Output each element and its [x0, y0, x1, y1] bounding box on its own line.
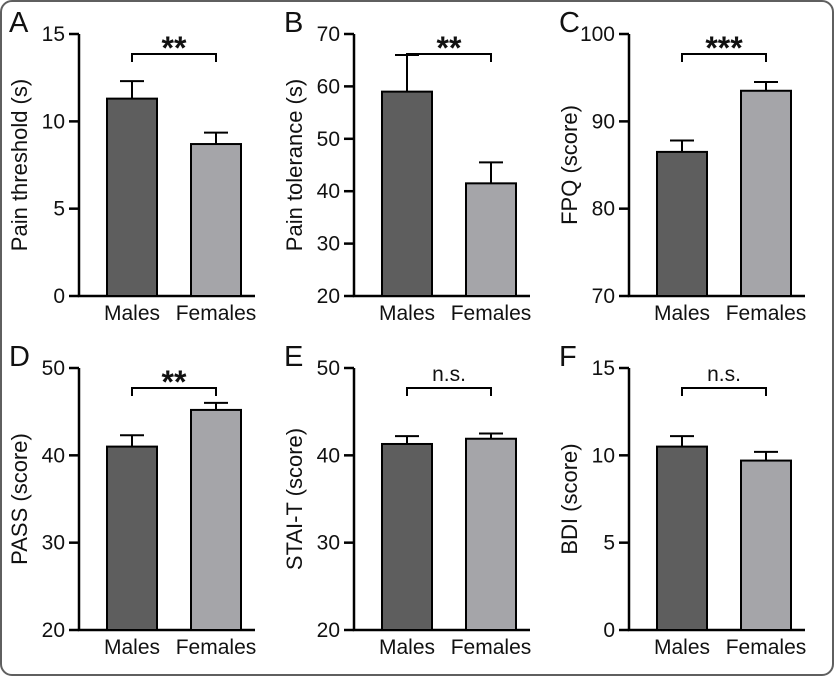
y-tick-label: 0 — [53, 285, 65, 308]
x-tick-label-females: Females — [451, 636, 532, 659]
y-tick-label: 40 — [317, 444, 340, 467]
y-axis-label: PASS (score) — [7, 433, 32, 565]
y-tick-label: 15 — [592, 357, 615, 380]
y-tick-label: 80 — [592, 198, 615, 221]
panel-c: C 70 80 90 100 Males Females FPQ (score) *** — [555, 4, 829, 338]
panel-e: E 20 30 40 50 Males Females STAI-T (score) n.s. — [280, 338, 554, 672]
y-tick-label: 20 — [317, 619, 340, 642]
y-axis-label: STAI-T (score) — [282, 428, 307, 570]
y-tick-label: 70 — [592, 285, 615, 308]
y-axis-label: FPQ (score) — [557, 105, 582, 225]
y-tick-label: 15 — [41, 23, 64, 46]
significance-label: ** — [161, 364, 186, 400]
panel-e-chart: E 20 30 40 50 Males Females STAI-T (score) n.s. — [282, 341, 532, 659]
x-tick-label-females: Females — [726, 302, 807, 325]
panel-letter: D — [9, 341, 30, 373]
significance-bracket — [405, 53, 492, 62]
significance-bracket — [130, 387, 217, 396]
x-tick-label-males: Males — [104, 636, 160, 659]
y-axis-label: BDI (score) — [557, 443, 582, 554]
panel-f: F 0 5 10 15 Males Females BDI (score) n.s. — [555, 338, 829, 672]
y-tick-label: 50 — [41, 357, 64, 380]
panel-a: A 0 5 10 15 Males Females Pain threshold (s) ** — [5, 4, 279, 338]
panel-letter: B — [284, 7, 303, 39]
significance-label: *** — [706, 30, 744, 66]
x-tick-label-females: Females — [175, 302, 256, 325]
y-tick-label: 5 — [53, 198, 65, 221]
bar-females — [464, 182, 517, 297]
y-axis-label: Pain tolerance (s) — [282, 79, 307, 251]
bar-females — [189, 143, 242, 297]
y-tick-label: 30 — [317, 233, 340, 256]
significance-label: n.s. — [432, 363, 466, 386]
y-tick-label: 50 — [317, 357, 340, 380]
significance-bracket — [405, 387, 492, 396]
bar-males — [656, 445, 709, 631]
y-tick-label: 5 — [604, 532, 616, 555]
bar-females — [740, 89, 793, 298]
y-tick-label: 60 — [317, 75, 340, 98]
panel-letter: F — [559, 341, 577, 373]
y-tick-label: 30 — [317, 532, 340, 555]
y-tick-label: 10 — [592, 444, 615, 467]
x-tick-label-females: Females — [175, 636, 256, 659]
x-tick-label-males: Males — [379, 636, 435, 659]
bar-males — [105, 97, 158, 297]
significance-bracket — [681, 387, 768, 396]
y-tick-label: 90 — [592, 110, 615, 133]
bar-males — [380, 90, 433, 297]
panel-letter: E — [284, 341, 303, 373]
y-axis-label: Pain threshold (s) — [7, 79, 32, 251]
panel-d: D 20 30 40 50 Males Females PASS (score) ** — [5, 338, 279, 672]
panel-b: B 20 30 40 50 60 70 Males Females Pain tolerance … — [280, 4, 554, 338]
x-tick-label-males: Males — [654, 636, 710, 659]
y-tick-label: 10 — [41, 110, 64, 133]
y-tick-label: 20 — [317, 285, 340, 308]
bar-females — [464, 437, 517, 631]
y-tick-label: 40 — [317, 180, 340, 203]
y-tick-label: 100 — [580, 23, 615, 46]
panel-letter: C — [559, 7, 580, 39]
y-tick-label: 40 — [41, 444, 64, 467]
panel-b-chart: B 20 30 40 50 60 70 Males Females Pain tolerance … — [282, 7, 532, 325]
bar-males — [105, 445, 158, 631]
significance-label: ** — [161, 30, 186, 66]
significance-bracket — [681, 53, 768, 62]
bar-females — [189, 408, 242, 631]
significance-label: n.s. — [707, 363, 741, 386]
x-tick-label-females: Females — [451, 302, 532, 325]
bar-females — [740, 459, 793, 631]
panel-c-chart: C 70 80 90 100 Males Females FPQ (score) *** — [557, 7, 807, 325]
y-tick-label: 0 — [604, 619, 616, 642]
y-tick-label: 70 — [317, 23, 340, 46]
significance-label: ** — [437, 30, 462, 66]
y-tick-label: 50 — [317, 128, 340, 151]
panel-d-chart: D 20 30 40 50 Males Females PASS (score) ** — [7, 341, 256, 659]
x-tick-label-males: Males — [104, 302, 160, 325]
y-tick-label: 20 — [41, 619, 64, 642]
bar-males — [380, 442, 433, 632]
panel-letter: A — [9, 7, 29, 39]
panel-f-chart: F 0 5 10 15 Males Females BDI (score) n.s. — [557, 341, 807, 659]
x-tick-label-males: Males — [654, 302, 710, 325]
panel-a-chart: A 0 5 10 15 Males Females Pain threshold (s) ** — [7, 7, 256, 325]
y-tick-label: 30 — [41, 532, 64, 555]
significance-bracket — [130, 53, 217, 62]
x-tick-label-females: Females — [726, 636, 807, 659]
x-tick-label-males: Males — [379, 302, 435, 325]
bar-males — [656, 150, 709, 297]
